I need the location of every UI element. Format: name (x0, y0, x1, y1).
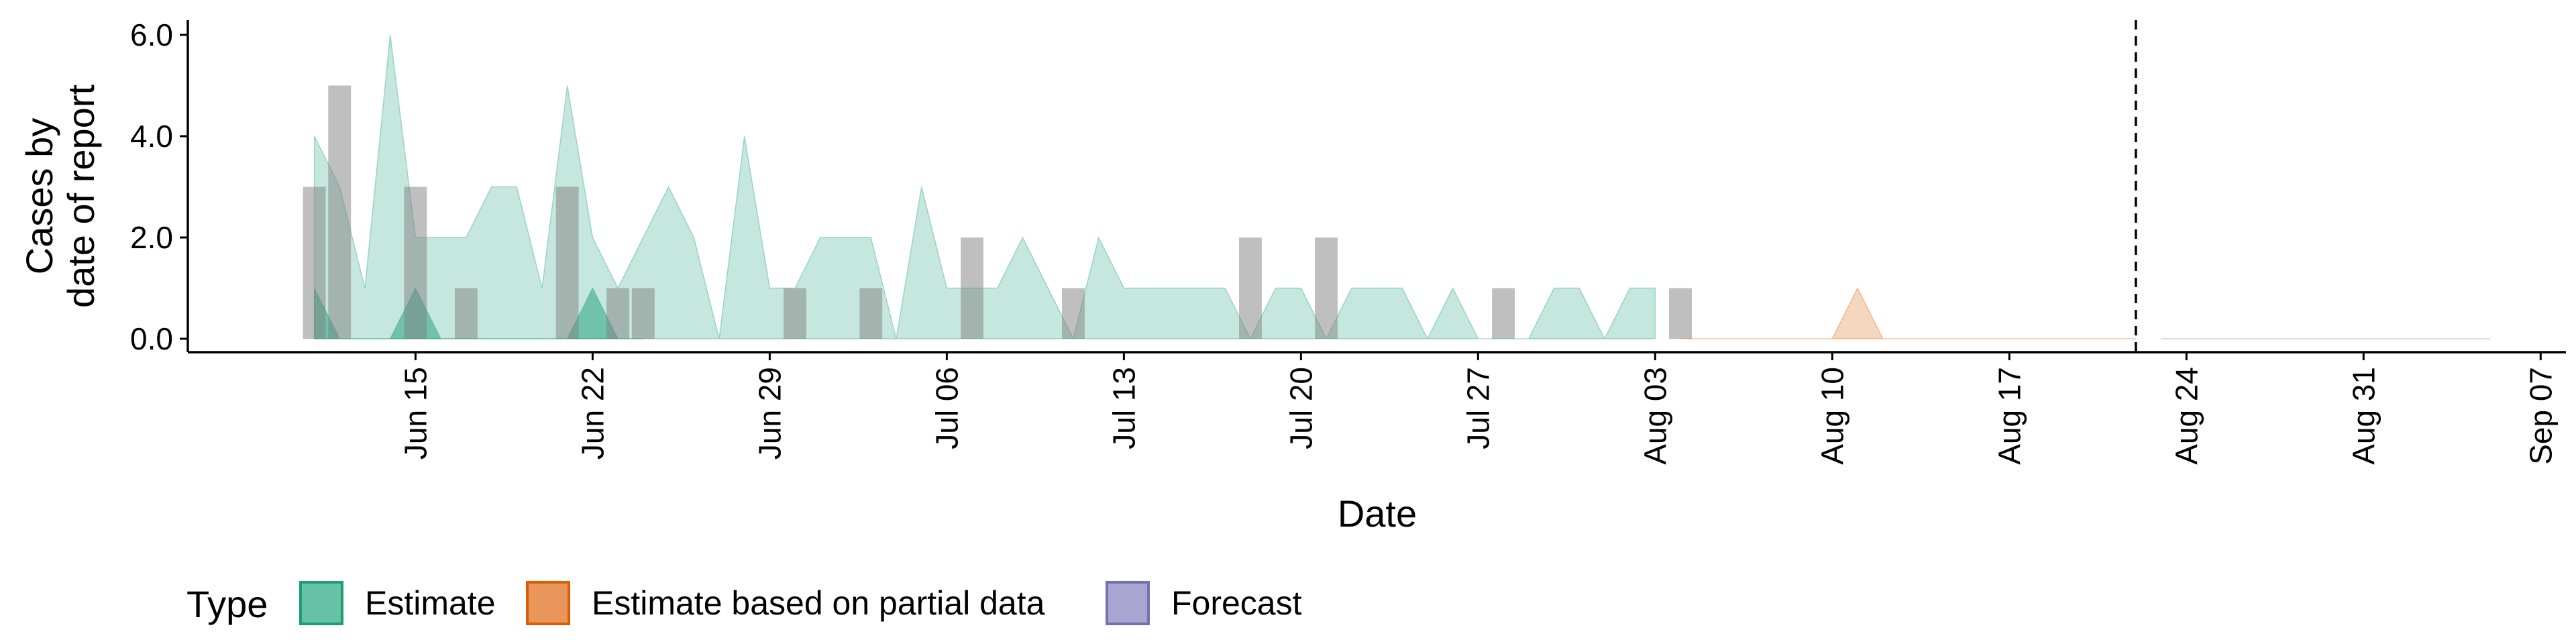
x-tick-label: Jul 13 (1106, 367, 1141, 449)
legend-label: Forecast (1171, 584, 1302, 622)
legend-label: Estimate based on partial data (592, 584, 1045, 622)
y-tick-label: 2.0 (130, 220, 173, 255)
case-bar (961, 237, 983, 339)
legend-title: Type (186, 583, 268, 625)
y-tick-label: 0.0 (130, 321, 173, 356)
y-axis-title: Cases bydate of report (18, 85, 102, 309)
case-bar (1669, 288, 1692, 339)
estimate-inner-band (313, 286, 643, 339)
estimate-outer-band (313, 34, 1656, 341)
x-axis-title: Date (1338, 492, 1417, 535)
x-tick-label: Aug 17 (1992, 367, 2027, 465)
y-tick-label: 6.0 (130, 17, 173, 52)
case-bar (1062, 288, 1085, 339)
x-tick-label: Aug 03 (1638, 367, 1672, 465)
case-bar (606, 288, 629, 339)
case-bar (1315, 237, 1338, 339)
case-bar (859, 288, 883, 339)
legend-key (526, 581, 570, 625)
x-tick-label: Aug 10 (1815, 367, 1849, 465)
x-tick-label: Jul 27 (1460, 367, 1495, 449)
y-tick-label: 4.0 (130, 119, 173, 154)
legend: Type Estimate Estimate based on partial da… (186, 581, 1302, 625)
case-bar (1492, 288, 1515, 339)
x-tick-label: Jul 06 (929, 367, 964, 449)
case-bar (784, 288, 806, 339)
partial-estimate-band (1680, 286, 2136, 339)
legend-key (299, 581, 343, 625)
legend-key (1106, 581, 1150, 625)
case-bar (328, 85, 352, 339)
case-bar (1239, 237, 1262, 339)
x-tick-label: Jul 20 (1283, 367, 1318, 449)
case-bar (631, 288, 655, 339)
case-bar (303, 186, 326, 339)
x-tick-label: Sep 07 (2523, 367, 2558, 465)
y-axis-title-line: date of report (60, 85, 102, 309)
case-bar (404, 186, 427, 339)
x-tick-label: Jun 22 (575, 367, 610, 460)
legend-label: Estimate (365, 584, 496, 622)
x-tick-label: Aug 24 (2169, 367, 2204, 465)
x-tick-label: Aug 31 (2346, 367, 2381, 465)
case-bar (454, 288, 478, 339)
plot-area (303, 20, 2490, 352)
y-axis-title-line: Cases by (18, 118, 60, 274)
axes: 0.0 2.0 4.0 6.0 Jun 15 Jun 22 Jun 29 Jul 06 Jul … (18, 17, 2566, 535)
case-bar (555, 186, 579, 339)
x-tick-label: Jun 29 (752, 367, 787, 460)
x-tick-label: Jun 15 (398, 367, 433, 460)
